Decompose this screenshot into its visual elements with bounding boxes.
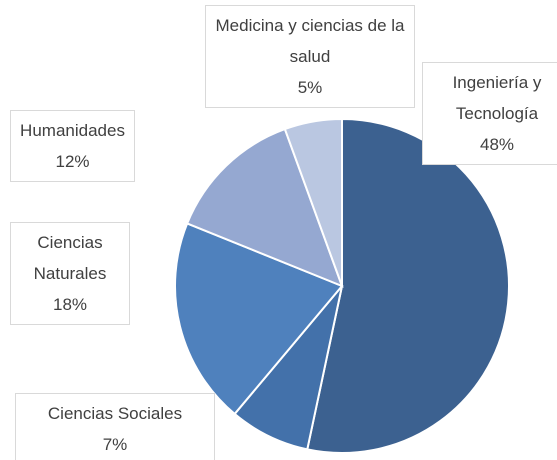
value-label: 18%: [52, 295, 88, 314]
category-label: Humanidades: [20, 121, 125, 140]
category-label: Medicina y ciencias de la salud: [215, 16, 405, 66]
data-label: Medicina y ciencias de la salud 5%: [205, 5, 415, 108]
pie-slice: [283, 117, 343, 287]
data-label: Ciencias Naturales 18%: [10, 222, 130, 325]
category-label: Ingeniería y Tecnología: [452, 73, 542, 123]
value-label: 7%: [102, 435, 128, 454]
category-label: Ciencias Sociales: [47, 404, 183, 423]
data-label: Ingeniería y Tecnología 48%: [422, 62, 557, 165]
pie-slice: [185, 127, 344, 288]
value-label: 12%: [55, 152, 90, 171]
data-label: Humanidades 12%: [10, 110, 135, 182]
pie-slice: [306, 117, 510, 454]
category-label: Ciencias Naturales: [33, 233, 107, 283]
pie-slice: [174, 222, 344, 416]
value-label: 5%: [297, 78, 323, 97]
value-label: 48%: [479, 135, 515, 154]
data-label: Ciencias Sociales 7%: [15, 393, 215, 460]
